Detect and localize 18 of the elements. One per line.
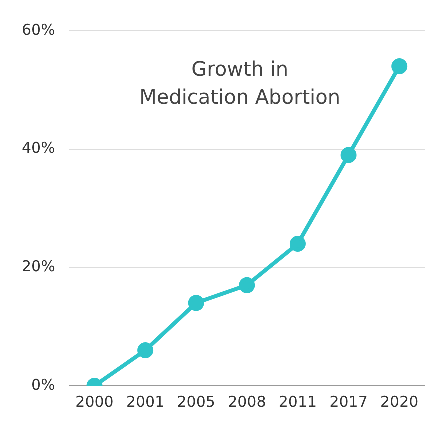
point [138, 342, 154, 358]
y-tick-label: 60% [22, 20, 56, 39]
x-tick-label: 2011 [278, 392, 318, 411]
point [392, 58, 408, 74]
y-tick-label: 20% [22, 258, 56, 276]
x-tick-label: 2020 [380, 392, 419, 411]
x-tick-label: 2005 [177, 392, 216, 411]
x-tick-label: 2000 [76, 392, 114, 411]
x-tick-label: 2001 [126, 392, 165, 411]
y-tick-label: 0% [32, 376, 56, 394]
x-tick-label: 2017 [330, 392, 368, 411]
point [239, 277, 256, 294]
x-tick-label: 2008 [228, 392, 266, 411]
point [188, 295, 204, 312]
point [290, 236, 306, 252]
text: Growth in Medication Abortion [140, 57, 340, 110]
y-tick-label: 40% [22, 139, 56, 158]
point [340, 147, 357, 164]
